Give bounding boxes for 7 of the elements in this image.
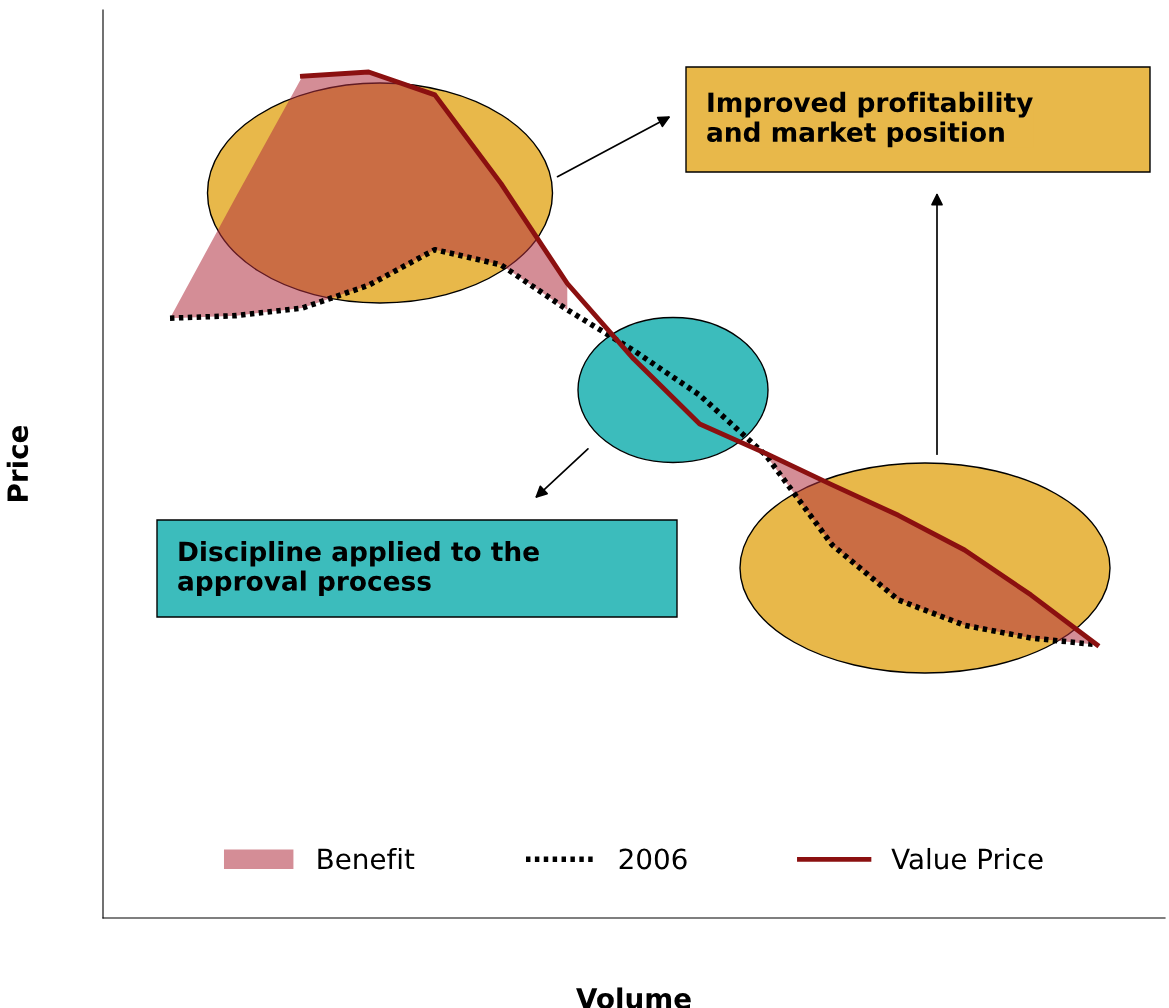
legend-label: Value Price [891,847,1043,870]
x-axis-title: Volume [576,987,691,1008]
annotation: Discipline applied to the approval process [178,540,539,597]
annotation: Improved profitability and market position [707,91,1033,148]
legend-label: 2006 [619,848,687,870]
y-axis-title: Price [6,425,29,501]
legend-label: Benefit [318,847,415,870]
